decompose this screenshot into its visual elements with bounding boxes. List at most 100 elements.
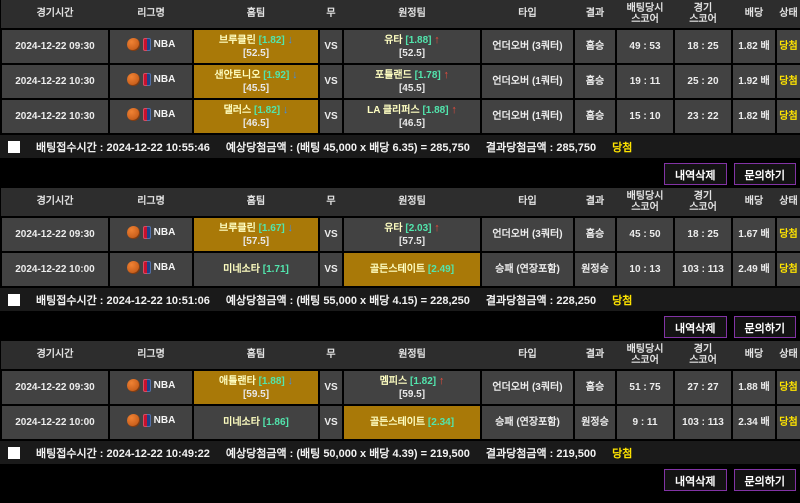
select-checkbox[interactable] [8, 446, 20, 459]
away-trend-arrow-icon: ↑ [451, 103, 457, 116]
home-team-name: 애틀랜타 [219, 375, 256, 387]
bet-row: 2024-12-22 10:30 NBA 댈러스 [1.82] ↓ [46.5]… [0, 98, 800, 135]
table-body: 2024-12-22 09:30 NBA 애틀랜타 [1.88] ↓ [59.5… [0, 369, 800, 441]
score-at-bet: 19 : 11 [615, 63, 675, 100]
vs-label: VS [318, 369, 344, 406]
col-header-away-team: 원정팀 [343, 341, 481, 371]
game-result: 홈승 [573, 28, 617, 65]
select-checkbox[interactable] [8, 140, 20, 153]
away-team-odds: [2.34] [427, 417, 455, 428]
home-team-odds: [1.82] [253, 104, 281, 116]
status-badge: 당첨 [775, 63, 800, 100]
bet-table: 경기시간 리그명 홈팀 무 원정팀 타입 결과 배팅당시 스코어 경기 스코어 … [0, 0, 800, 135]
vs-label: VS [318, 28, 344, 65]
home-handicap-point: [59.5] [242, 389, 270, 401]
delete-history-button[interactable]: 내역삭제 [664, 163, 727, 185]
nba-logo-icon [142, 226, 151, 239]
inquiry-button[interactable]: 문의하기 [733, 163, 796, 185]
game-time: 2024-12-22 10:00 [0, 404, 110, 441]
col-header-draw: 무 [319, 188, 343, 218]
league-cell: NBA [108, 369, 194, 406]
basketball-icon [126, 226, 140, 239]
vs-label: VS [318, 404, 344, 441]
col-header-bet-score: 배팅당시 스코어 [616, 0, 674, 30]
bet-received-time: 배팅접수시간 : 2024-12-22 10:55:46 [36, 141, 210, 154]
status-badge: 당첨 [775, 404, 800, 441]
vs-label: VS [318, 98, 344, 135]
home-trend-arrow-icon: ↓ [292, 68, 298, 81]
basketball-icon [126, 38, 140, 51]
action-bar: 내역삭제 문의하기 [0, 158, 800, 188]
final-game-score: 23 : 22 [673, 98, 733, 135]
payout-odds: 1.67 배 [731, 216, 777, 253]
home-team-name: 브루클린 [219, 222, 256, 234]
game-result: 원정승 [573, 251, 617, 288]
col-header-game-score: 경기 스코어 [674, 0, 732, 30]
col-header-payout: 배당 [732, 341, 776, 371]
bet-type: 승패 (연장포함) [480, 404, 575, 441]
away-team-cell: 유타 [1.88] ↑ [52.5] [342, 28, 482, 65]
league-name: NBA [153, 380, 176, 391]
league-cell: NBA [108, 63, 194, 100]
home-trend-arrow-icon: ↓ [287, 221, 294, 234]
payout-odds: 1.82 배 [731, 28, 777, 65]
game-result: 홈승 [573, 98, 617, 135]
col-header-status: 상태 [776, 341, 800, 371]
win-badge: 당첨 [612, 141, 633, 154]
final-game-score: 25 : 20 [673, 63, 733, 100]
score-at-bet: 51 : 75 [615, 369, 675, 406]
table-body: 2024-12-22 09:30 NBA 브루클린 [1.82] ↓ [52.5… [0, 28, 800, 135]
away-team-odds: [1.88] [405, 34, 432, 46]
away-team-name: 유타 [384, 34, 403, 46]
bet-row: 2024-12-22 09:30 NBA 브루클린 [1.67] ↓ [57.5… [0, 216, 800, 253]
col-header-payout: 배당 [732, 0, 776, 30]
home-team-name: 샌안토니오 [214, 69, 261, 81]
score-at-bet: 9 : 11 [615, 404, 675, 441]
table-header-row: 경기시간 리그명 홈팀 무 원정팀 타입 결과 배팅당시 스코어 경기 스코어 … [1, 341, 800, 371]
bet-type: 언더오버 (3쿼터) [480, 28, 575, 65]
inquiry-button[interactable]: 문의하기 [733, 469, 796, 491]
vs-label: VS [318, 63, 344, 100]
col-header-home-team: 홈팀 [193, 0, 319, 30]
home-team-odds: [1.86] [262, 417, 289, 428]
col-header-status: 상태 [776, 188, 800, 218]
select-checkbox[interactable] [8, 293, 20, 306]
col-header-status: 상태 [776, 0, 800, 30]
col-header-payout: 배당 [732, 188, 776, 218]
col-header-league: 리그명 [109, 0, 193, 30]
payout-odds: 2.49 배 [731, 251, 777, 288]
col-header-away-team: 원정팀 [343, 0, 481, 30]
bet-table: 경기시간 리그명 홈팀 무 원정팀 타입 결과 배팅당시 스코어 경기 스코어 … [0, 188, 800, 288]
league-name: NBA [153, 415, 176, 426]
status-badge: 당첨 [775, 369, 800, 406]
col-header-game-score: 경기 스코어 [674, 341, 732, 371]
payout-odds: 1.88 배 [731, 369, 777, 406]
score-at-bet: 45 : 50 [615, 216, 675, 253]
nba-logo-icon [142, 108, 151, 121]
bet-row: 2024-12-22 09:30 NBA 애틀랜타 [1.88] ↓ [59.5… [0, 369, 800, 406]
game-time: 2024-12-22 10:30 [0, 98, 110, 135]
delete-history-button[interactable]: 내역삭제 [664, 469, 727, 491]
inquiry-button[interactable]: 문의하기 [733, 316, 796, 338]
league-name: NBA [153, 39, 176, 50]
bet-row: 2024-12-22 10:30 NBA 샌안토니오 [1.92] ↓ [45.… [0, 63, 800, 100]
win-badge: 당첨 [612, 294, 633, 307]
bet-type: 언더오버 (3쿼터) [480, 216, 575, 253]
action-bar: 내역삭제 문의하기 [0, 311, 800, 341]
away-handicap-point: [52.5] [398, 48, 426, 60]
away-team-odds: [1.78] [414, 69, 441, 81]
game-time: 2024-12-22 09:30 [0, 369, 110, 406]
away-team-name: 골든스테이트 [369, 417, 426, 428]
col-header-home-team: 홈팀 [193, 188, 319, 218]
col-header-league: 리그명 [109, 188, 193, 218]
basketball-icon [126, 379, 140, 392]
payout-odds: 1.92 배 [731, 63, 777, 100]
away-trend-arrow-icon: ↑ [434, 33, 440, 46]
score-at-bet: 10 : 13 [615, 251, 675, 288]
table-header-row: 경기시간 리그명 홈팀 무 원정팀 타입 결과 배팅당시 스코어 경기 스코어 … [1, 0, 800, 30]
delete-history-button[interactable]: 내역삭제 [664, 316, 727, 338]
col-header-result: 결과 [574, 341, 616, 371]
bet-received-time: 배팅접수시간 : 2024-12-22 10:49:22 [36, 447, 210, 460]
bet-row: 2024-12-22 09:30 NBA 브루클린 [1.82] ↓ [52.5… [0, 28, 800, 65]
bet-row: 2024-12-22 10:00 NBA 미네소타 [1.71] VS 골든스테… [0, 251, 800, 288]
